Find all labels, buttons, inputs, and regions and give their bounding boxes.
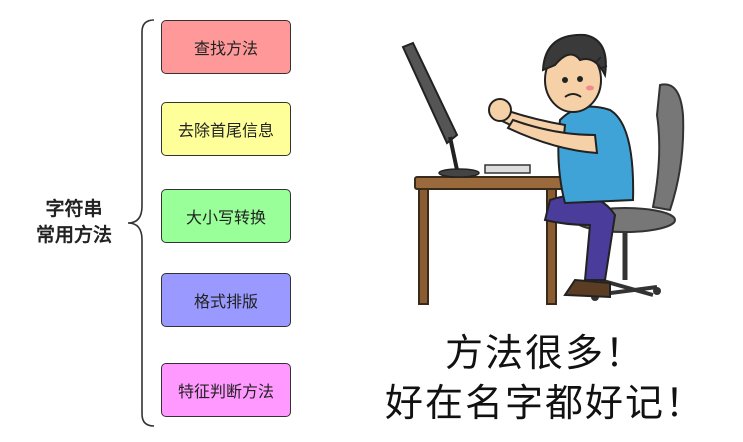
person-torso bbox=[557, 105, 635, 205]
method-label: 特征判断方法 bbox=[177, 382, 274, 401]
method-box-case-conversion: 大小写转换 bbox=[161, 189, 291, 243]
person-head bbox=[541, 33, 608, 113]
method-label: 去除首尾信息 bbox=[177, 121, 274, 140]
person-hands bbox=[488, 98, 512, 122]
method-box-formatting: 格式排版 bbox=[161, 273, 291, 327]
keyboard bbox=[484, 164, 531, 174]
method-label: 格式排版 bbox=[193, 292, 258, 311]
method-box-strip: 去除首尾信息 bbox=[161, 102, 291, 156]
desk bbox=[414, 176, 564, 305]
person-arm bbox=[506, 118, 599, 155]
method-label: 大小写转换 bbox=[185, 208, 266, 227]
mindmap-root: 字符串 常用方法 bbox=[22, 196, 126, 248]
method-box-search: 查找方法 bbox=[161, 20, 291, 74]
curly-brace-connector bbox=[127, 19, 155, 427]
frustrated-programmer-illustration bbox=[401, 33, 685, 305]
monitor bbox=[401, 41, 480, 178]
root-label-line1: 字符串 bbox=[45, 198, 103, 220]
caption-line-2: 好在名字都好记！ bbox=[384, 381, 705, 425]
caption-line-1: 方法很多！ bbox=[444, 331, 645, 375]
method-box-predicates: 特征判断方法 bbox=[161, 363, 291, 417]
root-label-line2: 常用方法 bbox=[35, 224, 112, 246]
person-shoe bbox=[563, 278, 611, 299]
method-label: 查找方法 bbox=[193, 39, 258, 58]
